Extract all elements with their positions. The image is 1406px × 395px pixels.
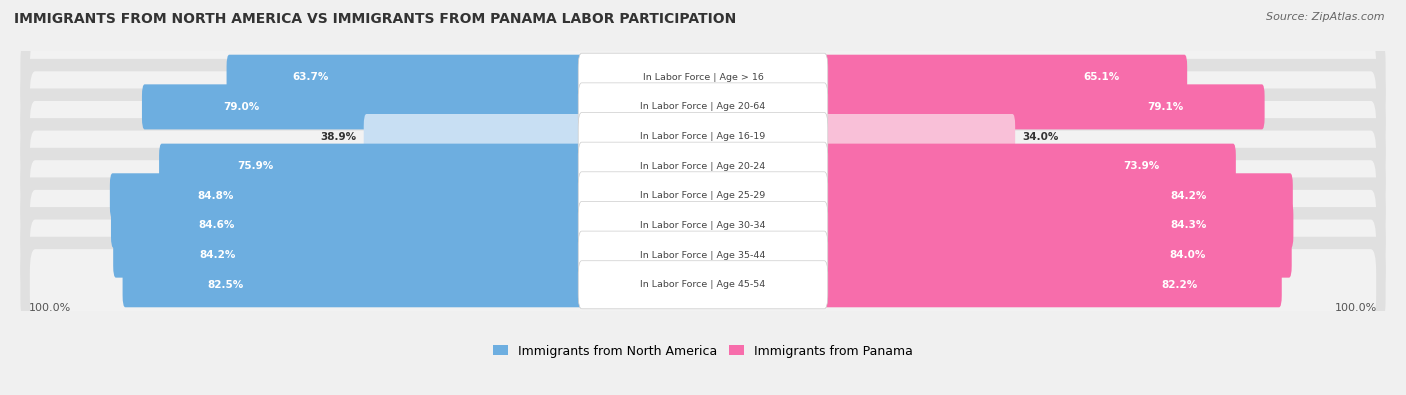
FancyBboxPatch shape	[578, 142, 828, 190]
FancyBboxPatch shape	[112, 233, 585, 278]
Text: 84.8%: 84.8%	[197, 191, 233, 201]
Text: In Labor Force | Age 35-44: In Labor Force | Age 35-44	[640, 250, 766, 260]
Text: 84.3%: 84.3%	[1170, 220, 1206, 230]
FancyBboxPatch shape	[30, 101, 1376, 172]
FancyBboxPatch shape	[122, 262, 585, 307]
Text: 84.2%: 84.2%	[200, 250, 236, 260]
Text: In Labor Force | Age 20-24: In Labor Force | Age 20-24	[640, 162, 766, 171]
FancyBboxPatch shape	[578, 231, 828, 279]
FancyBboxPatch shape	[21, 207, 1385, 303]
FancyBboxPatch shape	[821, 55, 1187, 100]
FancyBboxPatch shape	[578, 113, 828, 160]
FancyBboxPatch shape	[821, 114, 1015, 159]
Text: In Labor Force | Age > 16: In Labor Force | Age > 16	[643, 73, 763, 82]
FancyBboxPatch shape	[578, 83, 828, 131]
FancyBboxPatch shape	[30, 160, 1376, 231]
FancyBboxPatch shape	[30, 249, 1376, 320]
Text: IMMIGRANTS FROM NORTH AMERICA VS IMMIGRANTS FROM PANAMA LABOR PARTICIPATION: IMMIGRANTS FROM NORTH AMERICA VS IMMIGRA…	[14, 12, 737, 26]
Text: 65.1%: 65.1%	[1084, 72, 1119, 82]
FancyBboxPatch shape	[364, 114, 585, 159]
Text: 84.0%: 84.0%	[1168, 250, 1205, 260]
FancyBboxPatch shape	[821, 262, 1282, 307]
Text: 100.0%: 100.0%	[28, 303, 70, 313]
FancyBboxPatch shape	[30, 220, 1376, 291]
Text: 82.2%: 82.2%	[1161, 280, 1198, 290]
Text: Source: ZipAtlas.com: Source: ZipAtlas.com	[1267, 12, 1385, 22]
FancyBboxPatch shape	[21, 29, 1385, 125]
FancyBboxPatch shape	[30, 190, 1376, 261]
Text: 84.6%: 84.6%	[198, 220, 235, 230]
FancyBboxPatch shape	[821, 233, 1292, 278]
FancyBboxPatch shape	[21, 237, 1385, 333]
FancyBboxPatch shape	[110, 173, 585, 218]
FancyBboxPatch shape	[21, 88, 1385, 184]
FancyBboxPatch shape	[821, 144, 1236, 189]
Text: 73.9%: 73.9%	[1123, 161, 1160, 171]
FancyBboxPatch shape	[30, 41, 1376, 113]
Text: 34.0%: 34.0%	[1022, 132, 1059, 141]
Text: In Labor Force | Age 25-29: In Labor Force | Age 25-29	[640, 191, 766, 200]
Text: In Labor Force | Age 45-54: In Labor Force | Age 45-54	[640, 280, 766, 289]
FancyBboxPatch shape	[159, 144, 585, 189]
FancyBboxPatch shape	[21, 177, 1385, 273]
FancyBboxPatch shape	[30, 71, 1376, 143]
FancyBboxPatch shape	[226, 55, 585, 100]
FancyBboxPatch shape	[21, 59, 1385, 155]
FancyBboxPatch shape	[578, 172, 828, 220]
FancyBboxPatch shape	[578, 201, 828, 250]
FancyBboxPatch shape	[142, 85, 585, 130]
FancyBboxPatch shape	[30, 131, 1376, 202]
Text: 79.0%: 79.0%	[224, 102, 260, 112]
Text: 63.7%: 63.7%	[292, 72, 329, 82]
Text: 75.9%: 75.9%	[238, 161, 274, 171]
Text: 82.5%: 82.5%	[208, 280, 243, 290]
FancyBboxPatch shape	[821, 203, 1294, 248]
FancyBboxPatch shape	[578, 261, 828, 309]
FancyBboxPatch shape	[21, 148, 1385, 244]
FancyBboxPatch shape	[821, 85, 1264, 130]
Text: 100.0%: 100.0%	[1336, 303, 1378, 313]
Text: 38.9%: 38.9%	[321, 132, 356, 141]
Text: 84.2%: 84.2%	[1170, 191, 1206, 201]
Text: In Labor Force | Age 16-19: In Labor Force | Age 16-19	[640, 132, 766, 141]
Legend: Immigrants from North America, Immigrants from Panama: Immigrants from North America, Immigrant…	[488, 340, 918, 363]
Text: In Labor Force | Age 30-34: In Labor Force | Age 30-34	[640, 221, 766, 230]
FancyBboxPatch shape	[111, 203, 585, 248]
Text: 79.1%: 79.1%	[1147, 102, 1184, 112]
FancyBboxPatch shape	[821, 173, 1294, 218]
FancyBboxPatch shape	[578, 53, 828, 101]
Text: In Labor Force | Age 20-64: In Labor Force | Age 20-64	[640, 102, 766, 111]
FancyBboxPatch shape	[21, 118, 1385, 214]
